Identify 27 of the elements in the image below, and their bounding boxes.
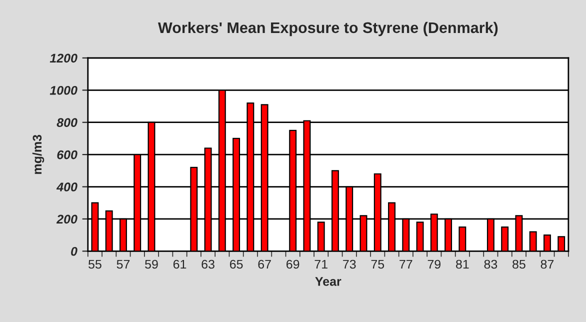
y-tick-label: 1200 — [50, 54, 78, 63]
y-tick-label: 200 — [56, 214, 78, 224]
x-tick-label: 59 — [145, 260, 158, 269]
x-axis-title: Year — [315, 277, 342, 286]
x-tick-label: 73 — [343, 260, 356, 269]
x-tick-label: 85 — [512, 260, 526, 269]
y-tick-label: 400 — [56, 182, 78, 192]
x-tick-label: 81 — [456, 260, 469, 269]
x-tick-label: 87 — [540, 260, 554, 269]
x-tick-label: 79 — [428, 260, 441, 269]
y-tick-label: 800 — [56, 118, 78, 128]
y-tick-label: 1000 — [50, 86, 78, 95]
x-tick-label: 69 — [286, 260, 300, 269]
x-tick-label: 77 — [400, 260, 412, 269]
y-tick-label: 600 — [57, 150, 78, 160]
chart-title: Workers' Mean Exposure to Styrene (Denmark) — [158, 22, 498, 36]
x-tick-label: 65 — [230, 260, 243, 269]
x-tick-label: 57 — [116, 260, 130, 269]
x-tick-label: 83 — [484, 260, 498, 269]
x-tick-label: 67 — [258, 260, 271, 269]
x-tick-label: 63 — [202, 260, 214, 269]
y-axis-title: mg/m3 — [32, 134, 44, 174]
x-tick-label: 71 — [314, 260, 328, 269]
x-tick-label: 55 — [88, 260, 102, 269]
x-tick-label: 61 — [173, 260, 186, 269]
y-tick-label: 0 — [71, 246, 78, 256]
x-tick-label: 75 — [371, 260, 384, 269]
